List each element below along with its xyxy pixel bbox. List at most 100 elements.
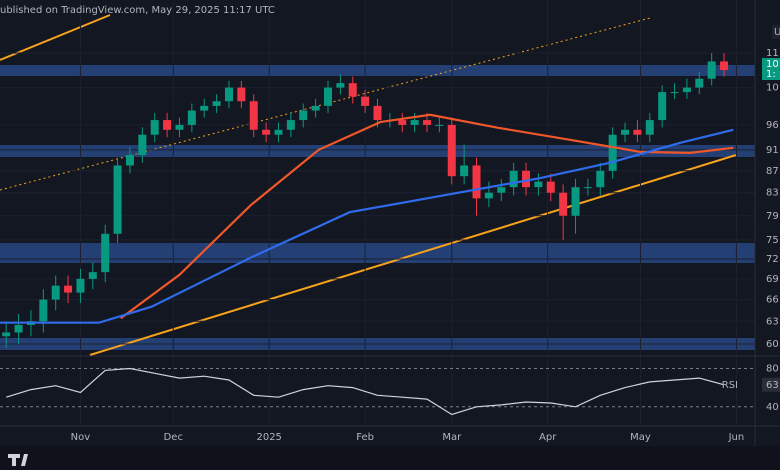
- candle-body: [150, 120, 159, 135]
- candle-body: [633, 129, 642, 135]
- rsi-label: RSI: [722, 380, 738, 391]
- candle-body: [76, 278, 85, 293]
- candle-body: [51, 285, 60, 300]
- candle-body: [645, 120, 654, 135]
- candle-body: [262, 129, 271, 135]
- x-tick-label: Dec: [164, 432, 183, 443]
- countdown-tag: 1:: [766, 69, 776, 80]
- candle-body: [410, 120, 419, 125]
- candle-body: [361, 96, 370, 106]
- candle-body: [583, 187, 592, 189]
- zone: [0, 145, 755, 157]
- candle-body: [621, 129, 630, 135]
- candle-body: [423, 120, 432, 125]
- rsi-tick-label: 40: [766, 402, 779, 413]
- logo: [8, 454, 28, 466]
- y-tick-label: 60: [766, 339, 779, 350]
- y-tick-label: 72: [766, 254, 779, 265]
- candle-body: [373, 105, 382, 121]
- y-tick-label: 66: [766, 295, 779, 306]
- candle-body: [596, 170, 605, 188]
- candle-body: [101, 233, 110, 273]
- candle-body: [224, 87, 233, 102]
- y-tick-label: 63: [766, 316, 779, 327]
- candle-body: [274, 129, 283, 135]
- x-tick-label: Mar: [442, 432, 462, 443]
- y-tick-label: 91: [766, 145, 779, 156]
- rsi-value-box: [762, 377, 780, 392]
- rsi-value: 63: [766, 380, 779, 391]
- candle-body: [447, 124, 456, 177]
- x-tick-label: 2025: [256, 432, 281, 443]
- candle-body: [286, 120, 295, 130]
- candle-body: [187, 110, 196, 125]
- candle-body: [336, 83, 345, 88]
- candle-body: [200, 105, 209, 111]
- price-box: [762, 58, 780, 80]
- candle-body: [522, 170, 531, 188]
- x-tick-label: Feb: [356, 432, 374, 443]
- candle-body: [39, 299, 48, 322]
- candle-body: [608, 134, 617, 171]
- x-tick-label: Jun: [728, 432, 745, 443]
- candle-body: [435, 124, 444, 126]
- zone: [0, 243, 755, 263]
- candle-body: [125, 154, 134, 166]
- candle-body: [138, 134, 147, 155]
- x-tick-label: May: [630, 432, 651, 443]
- y-tick-label: 79: [766, 211, 779, 222]
- candle-body: [571, 187, 580, 216]
- candle-body: [88, 272, 97, 279]
- candle-body: [658, 92, 667, 121]
- candle-body: [472, 165, 481, 199]
- x-tick-label: Nov: [71, 432, 91, 443]
- candle-body: [323, 87, 332, 106]
- candle-body: [299, 110, 308, 121]
- trendline: [0, 14, 111, 61]
- header: ublished on TradingView.com, May 29, 202…: [0, 5, 275, 16]
- candle-body: [682, 87, 691, 93]
- y-tick-label: 87: [766, 166, 779, 177]
- x-tick-label: Apr: [539, 432, 557, 443]
- candle-body: [695, 78, 704, 88]
- candle-body: [64, 285, 73, 293]
- y-tick-label: 10: [766, 83, 779, 94]
- rsi-tick-label: 80: [766, 363, 779, 374]
- candle-body: [546, 181, 555, 193]
- y-tick-label: 75: [766, 235, 779, 246]
- y-tick-label: 69: [766, 274, 779, 285]
- candle-body: [720, 61, 729, 71]
- candle-body: [212, 101, 221, 106]
- candle-body: [113, 165, 122, 234]
- candle-body: [509, 170, 518, 188]
- rsi-line: [6, 367, 725, 416]
- candle-body: [559, 192, 568, 216]
- bottom-bar: [0, 446, 780, 470]
- currency-box: [772, 25, 780, 39]
- moving-average: [0, 128, 734, 324]
- logo-mark: [8, 454, 28, 466]
- candle-body: [2, 332, 11, 337]
- candle-body: [14, 324, 23, 333]
- support-zones: [0, 65, 755, 350]
- price-tag: 10: [766, 59, 779, 70]
- candle-body: [707, 61, 716, 79]
- candle-body: [237, 87, 246, 102]
- candle-body: [249, 101, 258, 130]
- y-tick-label: 96: [766, 120, 779, 131]
- candle-body: [497, 187, 506, 193]
- candle-body: [398, 120, 407, 125]
- candle-body: [175, 124, 184, 130]
- moving-average: [120, 113, 734, 320]
- candle-body: [163, 120, 172, 130]
- candle-body: [348, 83, 357, 97]
- y-tick-label: 11: [766, 48, 779, 59]
- candle-body: [311, 105, 320, 111]
- zone: [0, 65, 755, 76]
- candle-body: [534, 181, 543, 188]
- y-tick-label: 83: [766, 188, 779, 199]
- currency-tag: U: [774, 27, 780, 38]
- candle-body: [460, 165, 469, 177]
